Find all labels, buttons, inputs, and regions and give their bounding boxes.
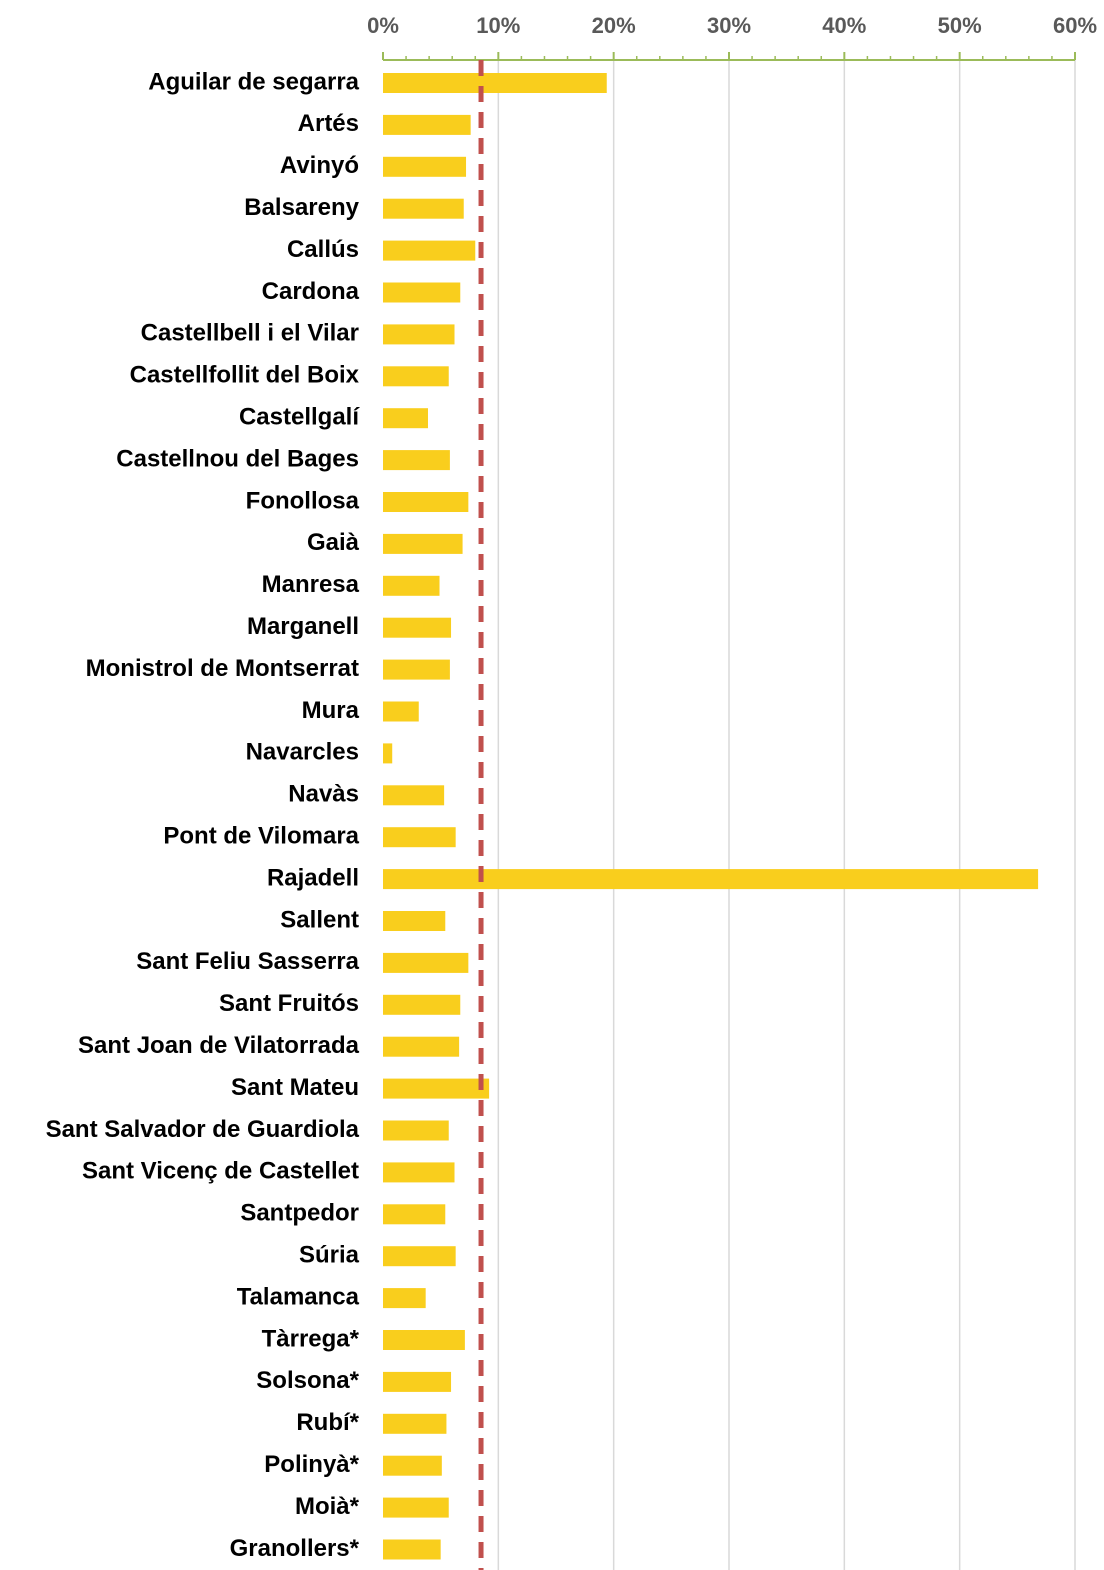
y-tick-label: Santpedor — [240, 1200, 359, 1227]
y-tick-label: Mura — [302, 697, 360, 724]
bar — [383, 1162, 455, 1183]
y-tick-label: Avinyó — [280, 152, 359, 179]
bar — [383, 450, 450, 471]
bar — [383, 282, 461, 303]
bar — [383, 869, 1039, 890]
bar — [383, 994, 461, 1015]
bar — [383, 1539, 441, 1560]
y-tick-label: Solsona* — [256, 1367, 359, 1394]
y-tick-label: Sant Joan de Vilatorrada — [78, 1032, 360, 1059]
bar — [383, 408, 428, 429]
bar — [383, 1455, 442, 1476]
y-tick-label: Sant Mateu — [231, 1074, 359, 1101]
y-tick-label: Talamanca — [237, 1283, 360, 1310]
y-tick-label: Artés — [298, 110, 359, 137]
y-tick-label: Sallent — [280, 906, 359, 933]
y-tick-label: Granollers* — [230, 1535, 360, 1562]
y-tick-label: Súria — [299, 1242, 360, 1269]
bar — [383, 198, 464, 219]
bar — [383, 240, 476, 261]
y-tick-label: Sant Fruitós — [219, 990, 359, 1017]
y-tick-label: Pont de Vilomara — [163, 823, 359, 850]
bar — [383, 366, 449, 387]
bar — [383, 952, 469, 973]
y-tick-label: Sant Feliu Sasserra — [136, 948, 359, 975]
y-tick-label: Sant Salvador de Guardiola — [46, 1116, 360, 1143]
bar — [383, 743, 393, 764]
y-tick-label: Sant Vicenç de Castellet — [82, 1158, 359, 1185]
y-tick-label: Aguilar de segarra — [148, 68, 359, 95]
x-tick-label: 30% — [707, 13, 751, 38]
bar — [383, 114, 471, 135]
bar — [383, 73, 607, 93]
x-tick-label: 0% — [367, 13, 399, 38]
y-tick-label: Monistrol de Montserrat — [86, 655, 359, 682]
bar — [383, 701, 419, 722]
x-tick-label: 50% — [938, 13, 982, 38]
bar — [383, 1413, 447, 1434]
x-tick-label: 20% — [592, 13, 636, 38]
bar — [383, 827, 456, 848]
bar — [383, 1120, 449, 1141]
bar — [383, 492, 469, 512]
y-tick-label: Navarcles — [246, 739, 359, 766]
y-tick-label: Cardona — [262, 278, 360, 305]
y-tick-label: Rajadell — [267, 864, 359, 891]
x-tick-label: 10% — [476, 13, 520, 38]
bar — [383, 156, 467, 177]
y-tick-label: Castellgalí — [239, 404, 360, 431]
y-tick-label: Castellbell i el Vilar — [141, 320, 359, 347]
y-tick-label: Moià* — [295, 1493, 360, 1520]
y-tick-label: Manresa — [262, 571, 360, 598]
y-tick-label: Castellnou del Bages — [116, 445, 359, 472]
y-tick-label: Tàrrega* — [262, 1325, 360, 1352]
bar — [383, 533, 463, 554]
y-tick-label: Gaià — [307, 529, 360, 556]
y-tick-label: Balsareny — [244, 194, 359, 221]
bar — [383, 617, 452, 638]
bar — [383, 1497, 449, 1518]
y-tick-label: Callús — [287, 236, 359, 263]
y-tick-label: Navàs — [288, 781, 359, 808]
bar — [383, 911, 446, 931]
y-tick-label: Polinyà* — [264, 1451, 359, 1478]
bar — [383, 1288, 426, 1309]
bar — [383, 1371, 452, 1392]
bar — [383, 1078, 490, 1099]
bar — [383, 785, 445, 806]
y-tick-label: Fonollosa — [246, 487, 360, 514]
bar — [383, 1330, 465, 1350]
x-tick-label: 60% — [1053, 13, 1097, 38]
bar — [383, 575, 440, 596]
y-tick-label: Marganell — [247, 613, 359, 640]
bar — [383, 1036, 460, 1057]
bar — [383, 324, 455, 345]
bar — [383, 1204, 446, 1225]
bar — [383, 1246, 456, 1267]
y-tick-label: Castellfollit del Boix — [130, 362, 360, 389]
x-tick-label: 40% — [822, 13, 866, 38]
bar — [383, 659, 450, 680]
y-tick-label: Rubí* — [296, 1409, 359, 1436]
